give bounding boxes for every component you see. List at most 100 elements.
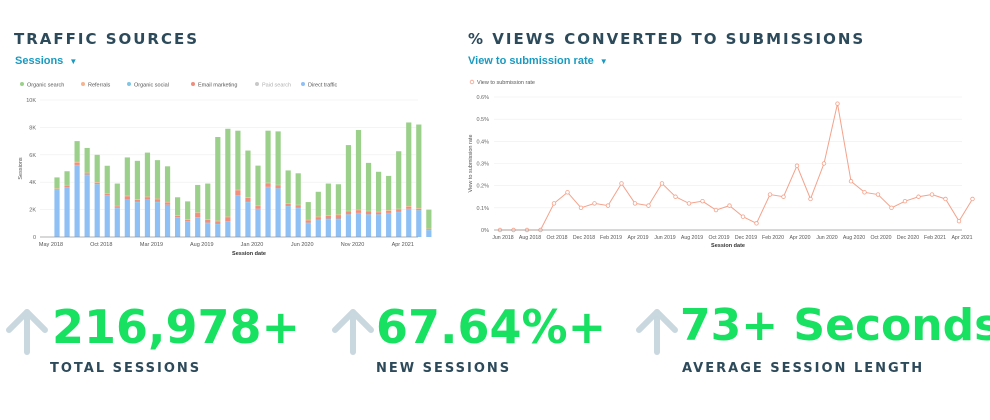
bar-email-marketing bbox=[205, 219, 211, 223]
kpi-session-length-value: 73+ Seconds bbox=[680, 300, 990, 351]
bar-organic-social bbox=[84, 174, 90, 176]
bar-direct-traffic bbox=[255, 209, 261, 237]
bar-referrals bbox=[255, 205, 261, 207]
bar-organic-search bbox=[325, 183, 331, 216]
bar-referrals bbox=[365, 210, 372, 212]
conversion-rate-dropdown[interactable]: View to submission rate ▼ bbox=[468, 55, 608, 67]
bar-direct-traffic bbox=[345, 215, 352, 237]
bar-organic-search bbox=[124, 157, 130, 196]
data-point bbox=[592, 201, 597, 206]
bar-email-marketing bbox=[365, 211, 372, 215]
bar-organic-social bbox=[225, 221, 231, 222]
bar-direct-traffic bbox=[64, 187, 70, 237]
y-tick-label: 8K bbox=[29, 125, 36, 131]
bar-referrals bbox=[164, 201, 171, 203]
data-point bbox=[713, 207, 719, 213]
bar-organic-search bbox=[255, 165, 261, 206]
x-tick-label: Jun 2019 bbox=[654, 235, 675, 241]
bar-direct-traffic bbox=[335, 219, 341, 237]
bar-organic-social bbox=[104, 195, 110, 196]
x-axis-title: Session date bbox=[711, 243, 745, 249]
bar-direct-traffic bbox=[164, 205, 171, 237]
data-point bbox=[848, 179, 854, 184]
x-tick-label: Aug 2020 bbox=[843, 235, 865, 241]
up-arrow-icon bbox=[636, 309, 678, 355]
bar-email-marketing bbox=[175, 215, 181, 218]
data-point bbox=[902, 198, 908, 204]
bar-email-marketing bbox=[225, 217, 231, 222]
legend-label-organic-social: Organic social bbox=[134, 83, 169, 89]
bar-organic-social bbox=[124, 199, 130, 201]
bar-organic-search bbox=[154, 160, 161, 199]
bar-organic-social bbox=[245, 201, 251, 203]
bar-organic-social bbox=[74, 164, 80, 166]
bar-referrals bbox=[175, 215, 181, 216]
bar-direct-traffic bbox=[124, 200, 130, 237]
bar-organic-search bbox=[164, 166, 171, 202]
y-tick-label: 0.4% bbox=[476, 139, 489, 145]
bar-direct-traffic bbox=[406, 209, 412, 237]
data-point bbox=[970, 196, 975, 202]
data-point bbox=[767, 192, 773, 197]
bar-email-marketing bbox=[305, 220, 311, 223]
kpi-new-sessions-label: NEW SESSIONS bbox=[376, 361, 512, 376]
bar-direct-traffic bbox=[144, 200, 151, 237]
data-point bbox=[605, 203, 611, 208]
bar-organic-social bbox=[185, 221, 191, 222]
bar-organic-social bbox=[54, 189, 60, 191]
bar-email-marketing bbox=[335, 215, 341, 219]
data-point bbox=[686, 201, 692, 206]
data-point bbox=[551, 201, 557, 206]
bar-referrals bbox=[265, 182, 271, 184]
bar-organic-social bbox=[365, 214, 372, 216]
x-axis-title: Session date bbox=[232, 251, 266, 257]
bar-referrals bbox=[305, 219, 311, 221]
legend-dot-paid-search bbox=[255, 82, 259, 86]
data-point bbox=[862, 190, 867, 195]
sessions-dropdown[interactable]: Sessions ▼ bbox=[15, 55, 77, 67]
bar-direct-traffic bbox=[225, 221, 231, 237]
conversion-title: % VIEWS CONVERTED TO SUBMISSIONS bbox=[468, 30, 866, 48]
bar-organic-search bbox=[355, 130, 362, 210]
bar-referrals bbox=[134, 199, 140, 200]
bar-referrals bbox=[345, 210, 352, 212]
bar-email-marketing bbox=[275, 185, 281, 189]
y-tick-label: 0.2% bbox=[476, 184, 489, 190]
bar-direct-traffic bbox=[54, 190, 60, 237]
data-point bbox=[794, 163, 800, 168]
bar-direct-traffic bbox=[365, 215, 372, 237]
bar-email-marketing bbox=[134, 199, 140, 202]
data-point bbox=[943, 196, 948, 202]
x-tick-label: Oct 2020 bbox=[870, 235, 891, 241]
data-point bbox=[740, 214, 746, 219]
bar-organic-search bbox=[104, 165, 110, 194]
bar-organic-search bbox=[315, 191, 321, 217]
x-tick-label: Apr 2019 bbox=[627, 235, 648, 241]
legend-dot-organic-social bbox=[127, 82, 131, 86]
bar-email-marketing bbox=[154, 199, 161, 202]
bar-referrals bbox=[185, 219, 191, 220]
x-tick-label: Feb 2019 bbox=[600, 235, 622, 241]
bar-referrals bbox=[124, 195, 130, 197]
bar-organic-search bbox=[386, 175, 392, 211]
bar-referrals bbox=[295, 204, 301, 206]
data-point bbox=[646, 203, 651, 208]
bar-organic-social bbox=[134, 201, 140, 203]
bar-email-marketing bbox=[285, 203, 291, 207]
series-line-conversion bbox=[500, 103, 973, 231]
y-tick-label: 4K bbox=[29, 180, 36, 186]
bar-referrals bbox=[114, 205, 120, 207]
data-point bbox=[700, 198, 705, 204]
bar-organic-social bbox=[205, 222, 211, 224]
bar-organic-search bbox=[54, 177, 60, 189]
bar-organic-search bbox=[144, 152, 151, 197]
bar-organic-social bbox=[416, 210, 422, 211]
data-point bbox=[632, 201, 638, 206]
bar-direct-traffic bbox=[386, 213, 392, 237]
bar-email-marketing bbox=[315, 217, 321, 220]
y-tick-label: 2K bbox=[29, 208, 36, 214]
bar-referrals bbox=[195, 212, 201, 214]
bar-email-marketing bbox=[235, 190, 241, 196]
traffic-sources-title: TRAFFIC SOURCES bbox=[14, 30, 200, 48]
bar-organic-search bbox=[64, 171, 70, 185]
